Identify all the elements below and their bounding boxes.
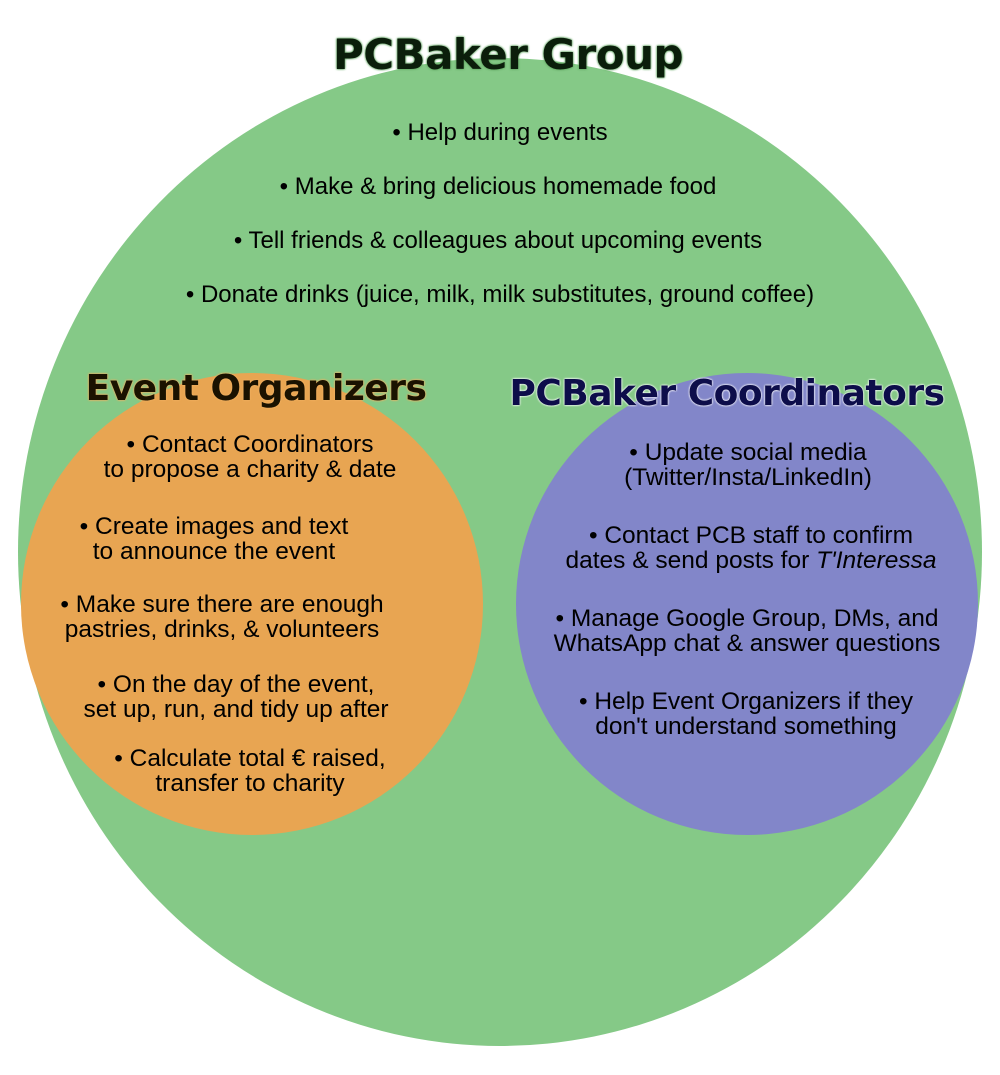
- pcbaker-coordinators-circle: [516, 373, 978, 835]
- organizer-item-day-of-event: • On the day of the event, set up, run, …: [83, 671, 389, 723]
- coordinator-item-contact-pcb-staff-text: • Contact PCB staff to confirm dates & s…: [565, 522, 914, 574]
- group-item-homemade-food: • Make & bring delicious homemade food: [279, 173, 717, 200]
- organizer-item-create-images: • Create images and text to announce the…: [79, 513, 349, 565]
- coordinator-item-contact-pcb-staff: • Contact PCB staff to confirm dates & s…: [565, 523, 936, 573]
- group-item-donate-drinks: • Donate drinks (juice, milk, milk subst…: [185, 281, 815, 308]
- group-item-tell-friends: • Tell friends & colleagues about upcomi…: [233, 227, 763, 254]
- coordinator-item-help-organizers: • Help Event Organizers if they don't un…: [578, 688, 914, 740]
- organizer-item-contact-coordinators: • Contact Coordinators to propose a char…: [103, 431, 397, 483]
- pcbaker-coordinators-title: PCBaker Coordinators: [509, 373, 945, 414]
- event-organizers-circle: [21, 373, 483, 835]
- group-item-help-events: • Help during events: [392, 119, 608, 146]
- tinteressa-term: T'Interessa: [816, 547, 937, 574]
- coordinator-item-manage-google-group: • Manage Google Group, DMs, and WhatsApp…: [553, 605, 941, 657]
- organizer-item-enough-pastries: • Make sure there are enough pastries, d…: [60, 591, 384, 643]
- organizer-item-calculate-total: • Calculate total € raised, transfer to …: [114, 745, 386, 797]
- pcbaker-group-title: PCBaker Group: [332, 30, 684, 79]
- coordinator-item-social-media: • Update social media (Twitter/Insta/Lin…: [624, 439, 872, 491]
- event-organizers-title: Event Organizers: [85, 368, 427, 409]
